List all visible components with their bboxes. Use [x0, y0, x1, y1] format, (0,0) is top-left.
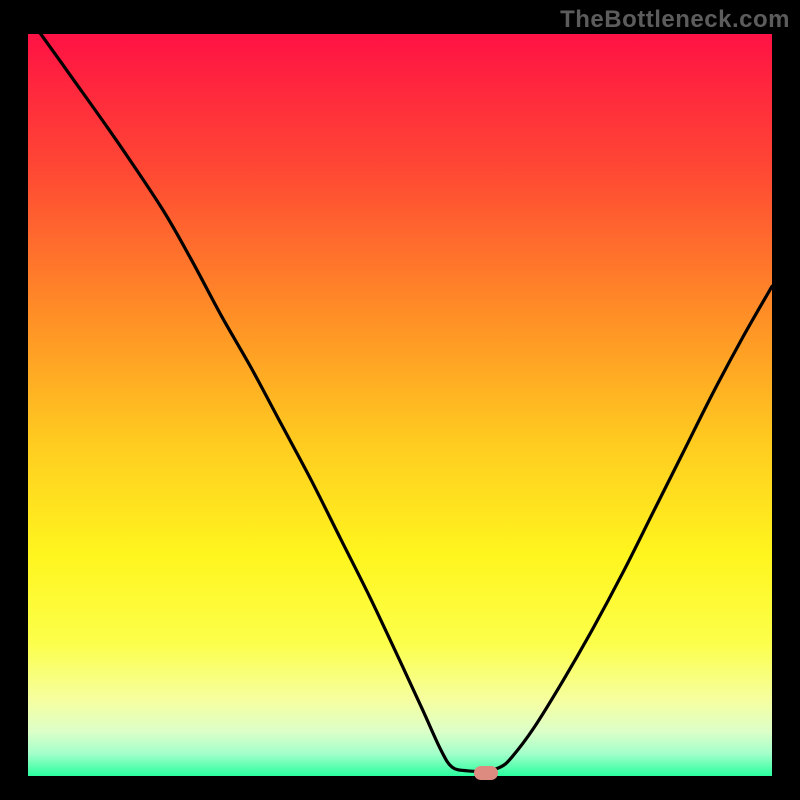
bottleneck-curve — [28, 34, 772, 776]
plot-area — [28, 34, 772, 776]
watermark-text: TheBottleneck.com — [560, 6, 790, 34]
optimal-point-marker — [474, 766, 498, 780]
chart-frame: TheBottleneck.com — [0, 0, 800, 800]
